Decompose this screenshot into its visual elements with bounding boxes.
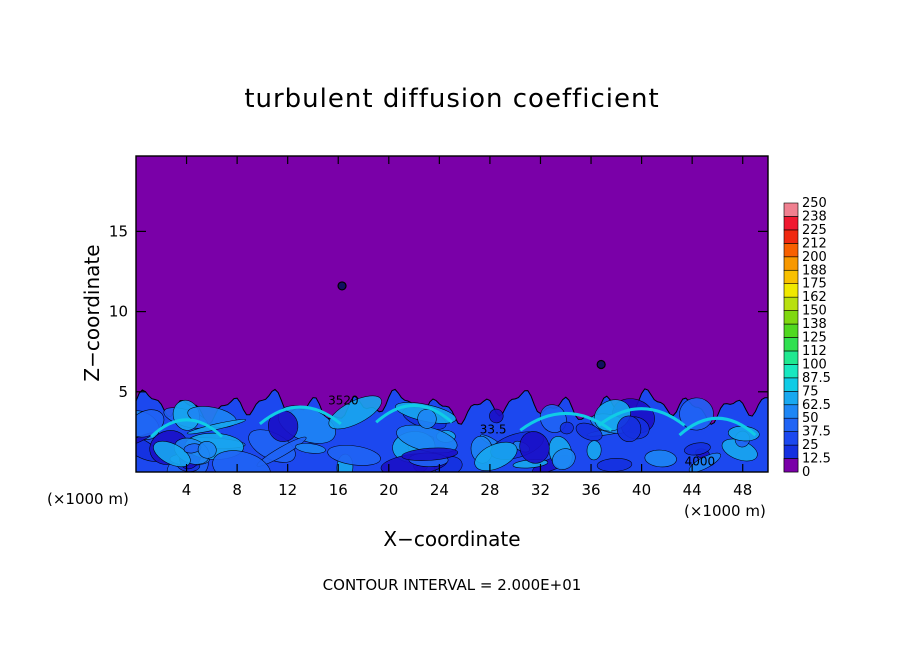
colorbar-label: 0 bbox=[802, 465, 810, 480]
colorbar-swatch bbox=[783, 243, 799, 258]
eddy-arc bbox=[150, 418, 224, 438]
isolated-blob-2 bbox=[596, 359, 606, 370]
y-axis: 5 10 15 bbox=[109, 222, 768, 401]
eddy-arc bbox=[597, 407, 686, 427]
x-axis: 4 8 12 16 20 24 28 32 36 40 44 48 bbox=[182, 156, 752, 499]
eddy-arc bbox=[678, 416, 757, 437]
swirl-patch bbox=[559, 421, 574, 435]
plot-frame bbox=[135, 155, 769, 473]
colorbar-label: 37.5 bbox=[802, 425, 831, 440]
swirl-patch bbox=[153, 440, 191, 468]
colorbar-swatch bbox=[783, 377, 799, 392]
x-tick-label: 12 bbox=[278, 481, 297, 499]
colorbar-label: 162 bbox=[802, 290, 827, 305]
colorbar-swatch bbox=[783, 296, 799, 311]
colorbar-label: 62.5 bbox=[802, 398, 831, 413]
swirl-patch bbox=[197, 441, 217, 459]
x-tick-label: 48 bbox=[733, 481, 752, 499]
colorbar-label: 188 bbox=[802, 263, 827, 278]
swirl-patch bbox=[328, 395, 382, 430]
eddy-arc bbox=[258, 405, 342, 426]
colorbar-swatch bbox=[783, 350, 799, 365]
colorbar-label: 250 bbox=[802, 196, 827, 211]
colorbar-swatch bbox=[783, 417, 799, 432]
colorbar-swatch bbox=[783, 310, 799, 325]
colorbar-swatch bbox=[783, 390, 799, 406]
swirl-patch bbox=[552, 448, 576, 470]
swirl-patch bbox=[575, 422, 603, 442]
colorbar-swatch bbox=[783, 431, 799, 446]
contour-interval-note: CONTOUR INTERVAL = 2.000E+01 bbox=[322, 576, 582, 594]
colorbar-label: 25 bbox=[802, 438, 819, 453]
colorbar-label: 200 bbox=[802, 250, 827, 265]
colorbar-swatch bbox=[783, 323, 799, 338]
swirl-patch bbox=[212, 450, 271, 472]
colorbar-swatch bbox=[783, 269, 799, 284]
colorbar-swatch bbox=[783, 229, 799, 244]
swirl-patch bbox=[417, 408, 437, 429]
swirl-patch bbox=[295, 443, 326, 454]
colorbar-swatch bbox=[783, 364, 799, 379]
colorbar-label: 87.5 bbox=[802, 371, 831, 386]
colorbar-label: 150 bbox=[802, 304, 827, 319]
colorbar: 012.52537.55062.57587.510011212513815016… bbox=[783, 196, 831, 480]
swirl-patch bbox=[684, 442, 711, 456]
colorbar-swatch bbox=[783, 404, 799, 419]
swirl-patch bbox=[327, 444, 381, 466]
diffusion-field: 3520 4000 33.5 bbox=[136, 156, 768, 472]
colorbar-swatch bbox=[783, 283, 799, 298]
x-tick-label: 32 bbox=[531, 481, 550, 499]
colorbar-swatch bbox=[783, 444, 799, 459]
x-tick-label: 36 bbox=[581, 481, 600, 499]
x-tick-label: 24 bbox=[430, 481, 449, 499]
x-tick-label: 44 bbox=[683, 481, 702, 499]
swirl-patch bbox=[474, 441, 518, 471]
x-tick-label: 20 bbox=[379, 481, 398, 499]
x-tick-label: 40 bbox=[632, 481, 651, 499]
y-tick-label: 10 bbox=[109, 303, 128, 321]
colorbar-label: 50 bbox=[802, 411, 819, 426]
colorbar-swatch bbox=[783, 202, 799, 217]
colorbar-label: 75 bbox=[802, 384, 819, 399]
colorbar-swatch bbox=[783, 216, 799, 231]
colorbar-swatch-base bbox=[783, 458, 799, 473]
chart-title: turbulent diffusion coefficient bbox=[244, 84, 660, 114]
colorbar-label: 12.5 bbox=[802, 452, 831, 467]
eddy-arc bbox=[375, 403, 453, 424]
x-axis-label: X−coordinate bbox=[383, 527, 521, 551]
colorbar-label: 212 bbox=[802, 236, 827, 251]
isolated-blob-1 bbox=[337, 281, 347, 291]
x-unit-right: (×1000 m) bbox=[684, 502, 766, 520]
x-tick-label: 28 bbox=[480, 481, 499, 499]
swirl-patch bbox=[644, 449, 677, 468]
colorbar-label: 138 bbox=[802, 317, 827, 332]
swirl-patch bbox=[688, 452, 721, 472]
swirl-patch bbox=[186, 419, 246, 435]
colorbar-label: 175 bbox=[802, 277, 827, 292]
swirl-patch bbox=[616, 415, 642, 442]
colorbar-label: 225 bbox=[802, 223, 827, 238]
contour-label-2: 4000 bbox=[685, 455, 716, 469]
contour-label-3: 33.5 bbox=[480, 423, 507, 437]
colorbar-label: 112 bbox=[802, 344, 827, 359]
swirl-patch bbox=[401, 447, 459, 461]
colorbar-label: 125 bbox=[802, 331, 827, 346]
swirl-patch bbox=[519, 431, 550, 464]
colorbar-label: 100 bbox=[802, 357, 827, 372]
swirl-patch bbox=[679, 397, 714, 431]
colorbar-label: 238 bbox=[802, 210, 827, 225]
colorbar-swatch bbox=[783, 337, 799, 352]
colorbar-swatch bbox=[783, 256, 799, 271]
x-tick-label: 8 bbox=[232, 481, 242, 499]
x-tick-label: 16 bbox=[329, 481, 348, 499]
x-unit-left: (×1000 m) bbox=[47, 490, 129, 508]
y-tick-label: 15 bbox=[109, 222, 128, 240]
swirl-patch bbox=[489, 408, 504, 424]
y-tick-label: 5 bbox=[118, 383, 128, 401]
x-tick-label: 4 bbox=[182, 481, 192, 499]
contour-label-1: 3520 bbox=[328, 394, 359, 408]
swirl-patch bbox=[586, 440, 602, 461]
